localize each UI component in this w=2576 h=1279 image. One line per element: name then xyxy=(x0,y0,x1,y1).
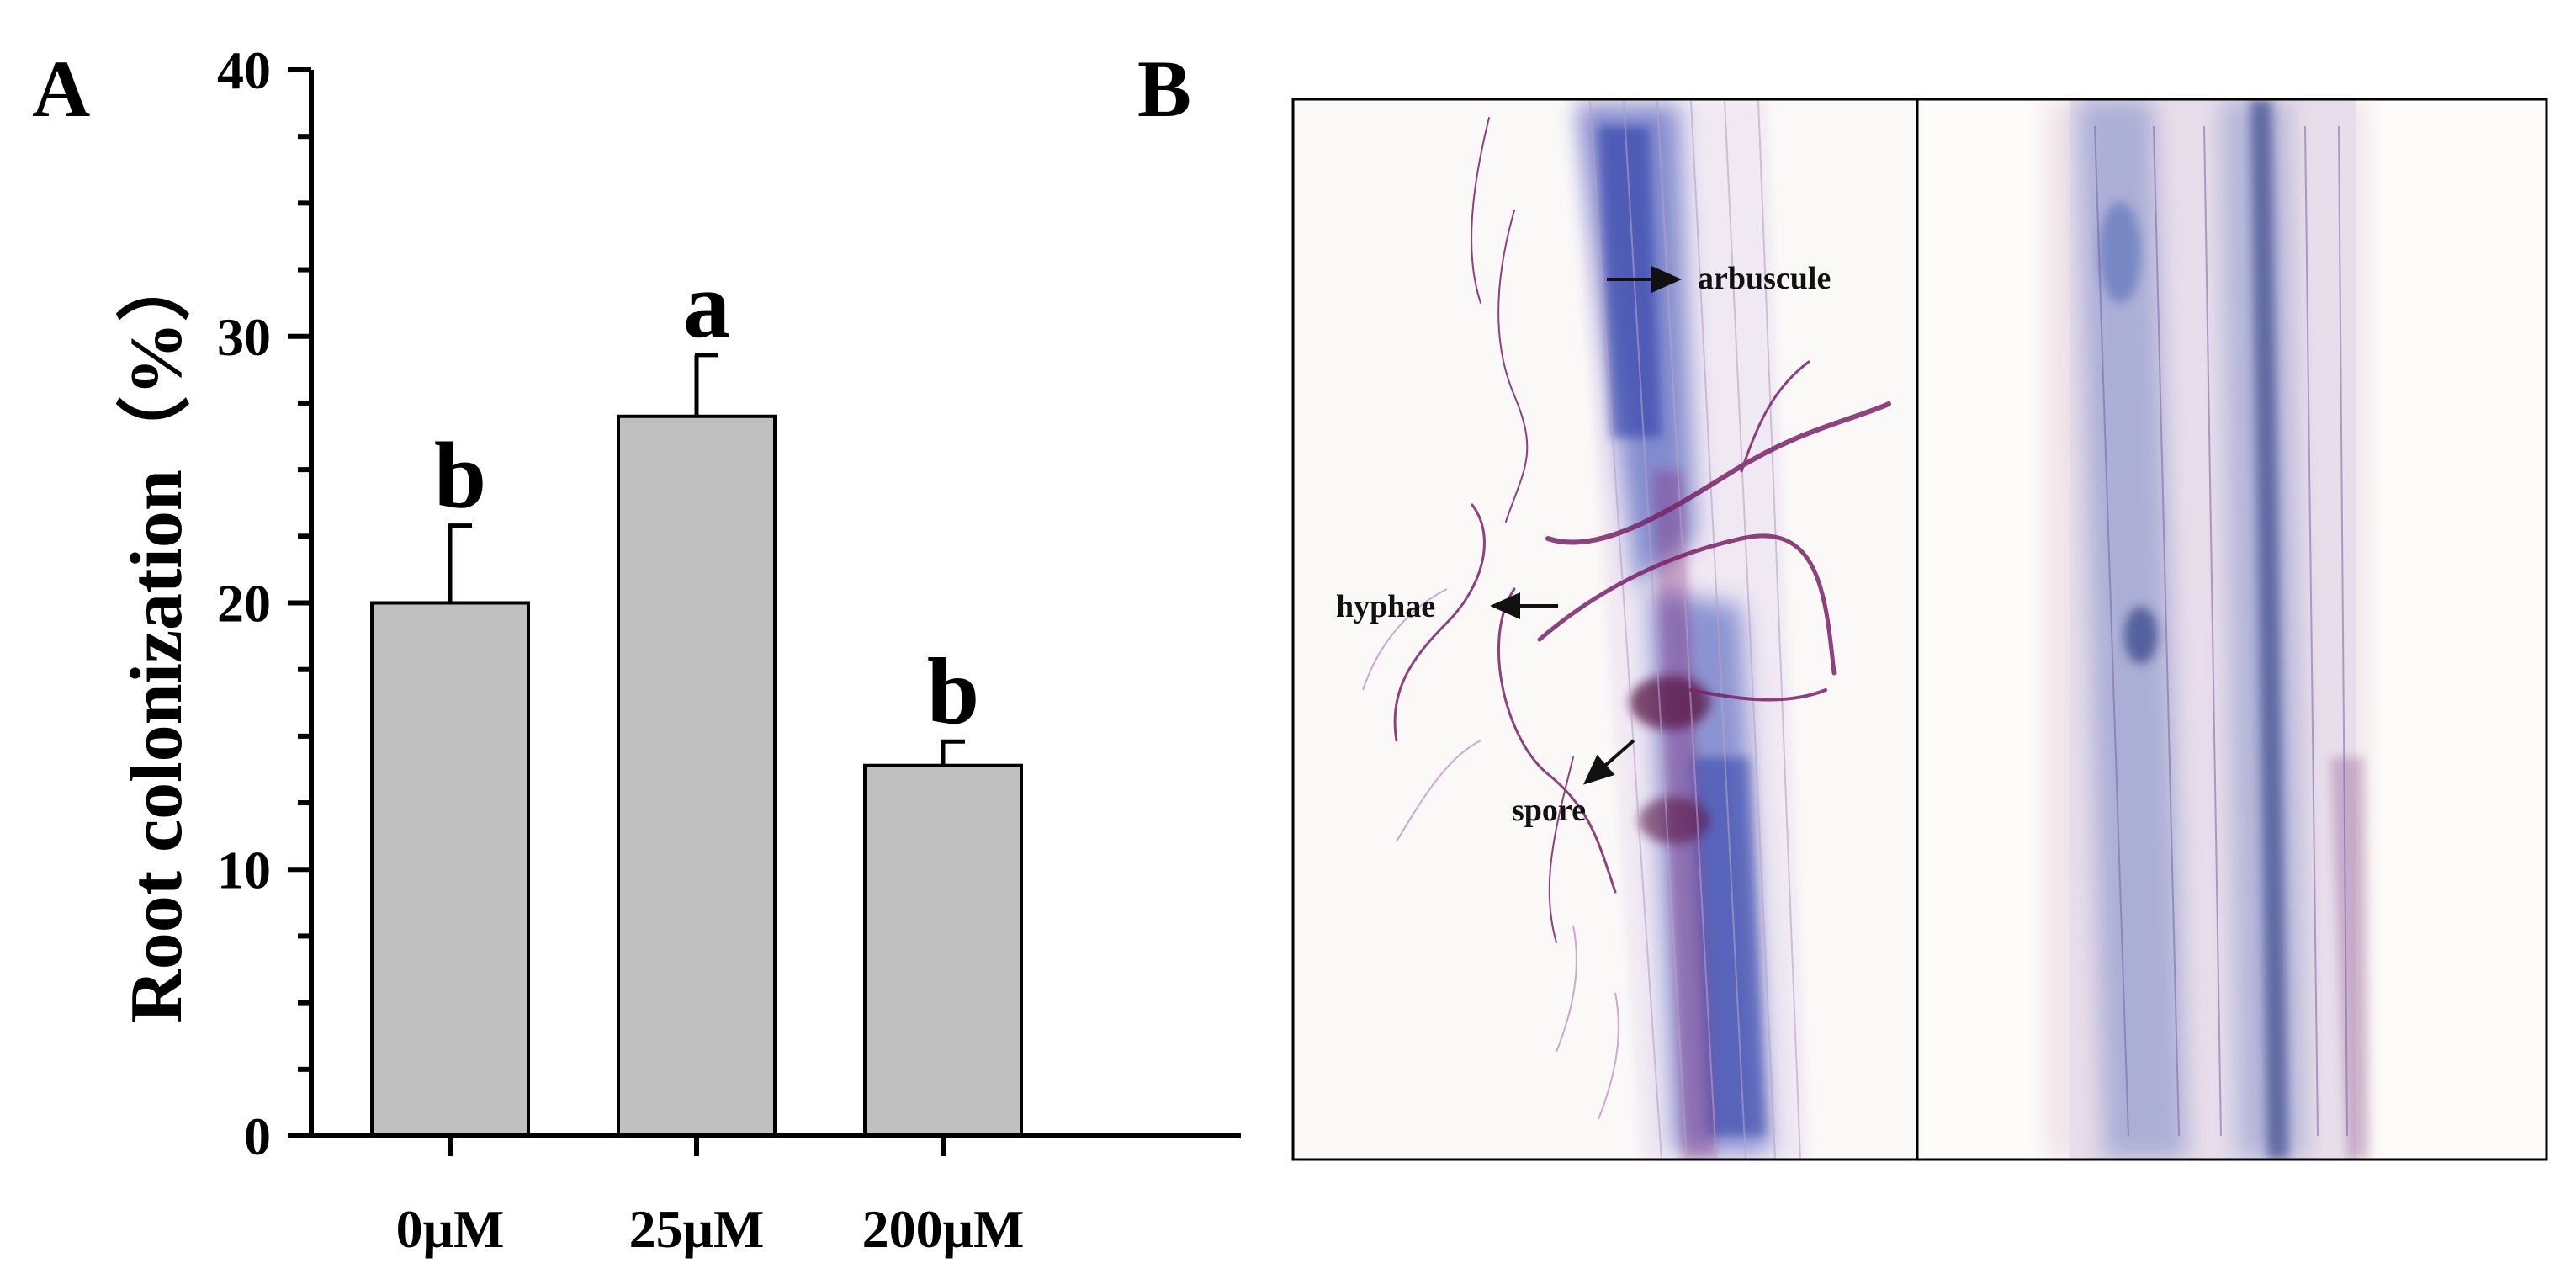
y-axis-title: Root colonization（%） xyxy=(116,247,198,1023)
panel-b-frame xyxy=(1291,98,2548,1161)
micrograph-left: arbuscule hyphae spore xyxy=(1293,99,1916,1160)
significance-letter: b xyxy=(434,424,486,528)
bar-chart: b a b 0μM 25μM 200μM 0 10 20 30 40 Root coloniza… xyxy=(116,40,1241,1259)
y-tick-labels: 0 10 20 30 40 xyxy=(217,40,271,1166)
bars xyxy=(370,414,1023,1138)
bar-200μM xyxy=(863,763,1023,1138)
y-tick-label: 30 xyxy=(217,307,271,367)
hyphae-label: hyphae xyxy=(1336,589,1435,624)
bar-25μM xyxy=(617,414,777,1138)
y-tick-label: 10 xyxy=(217,840,271,900)
spore-label: spore xyxy=(1512,793,1586,828)
arbuscule-label: arbuscule xyxy=(1698,261,1831,296)
significance-letter: b xyxy=(927,640,979,744)
y-axis-ticks xyxy=(288,67,311,1138)
y-tick-label: 40 xyxy=(217,40,271,100)
x-tick-label: 200μM xyxy=(862,1199,1025,1259)
micrograph-right xyxy=(1918,99,2547,1160)
panel-a-label: A xyxy=(32,44,90,134)
x-tick-label: 0μM xyxy=(396,1199,505,1259)
error-bars xyxy=(448,353,965,766)
significance-letter: a xyxy=(683,253,730,358)
panel-b-label: B xyxy=(1137,44,1191,134)
x-tick-labels: 0μM 25μM 200μM xyxy=(396,1136,1025,1259)
bar-0μM xyxy=(370,601,530,1138)
y-tick-label: 0 xyxy=(244,1107,271,1166)
x-tick-label: 25μM xyxy=(629,1199,765,1259)
y-tick-label: 20 xyxy=(217,574,271,634)
significance-letters: b a b xyxy=(434,253,979,744)
spore-arrow xyxy=(1582,739,1635,785)
